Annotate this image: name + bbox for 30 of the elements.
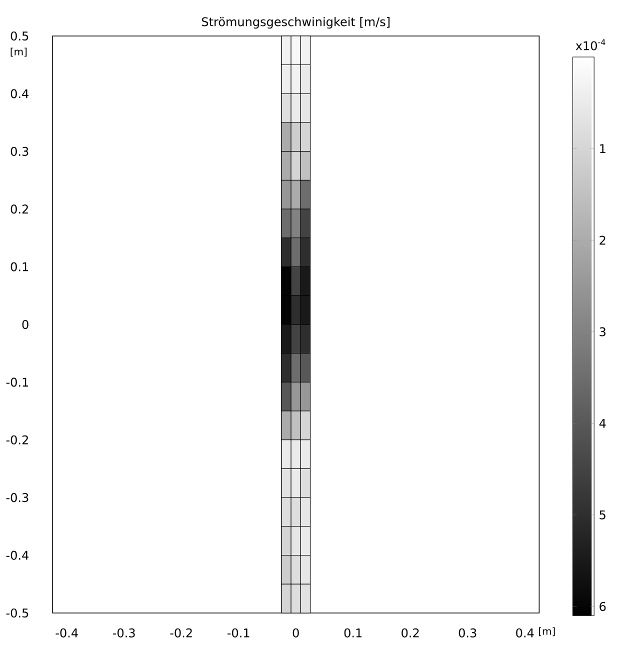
y-tick-label: -0.1	[6, 378, 28, 387]
x-tick-label: 0.1	[344, 628, 362, 638]
y-tick-label: 0.1	[10, 262, 28, 272]
y-tick-label: 0.2	[10, 204, 28, 214]
x-tick-label: 0.4	[516, 628, 534, 638]
y-tick-label: 0.3	[10, 146, 28, 156]
y-tick-label: -0.4	[6, 550, 28, 560]
x-tick-label: 0.3	[458, 628, 476, 638]
y-tick-label: 0	[22, 320, 28, 330]
color-bar-label: 2	[600, 236, 606, 245]
y-tick-label: -0.3	[6, 493, 28, 502]
color-bar-label: 5	[600, 510, 606, 520]
x-tick-label: 0	[292, 628, 299, 638]
x-tick-label: -0.2	[170, 628, 192, 638]
text: [m]	[10, 48, 27, 57]
y-tick-label: -0.5	[6, 608, 28, 618]
x-tick-label: 0.2	[402, 628, 419, 638]
y-tick-label: 0.4	[10, 89, 28, 98]
text: [m]	[538, 627, 555, 636]
chart-title: Strömungsgeschwinigkeit [m/s]	[202, 17, 390, 29]
y-tick-label: 0.5	[10, 31, 28, 41]
x-tick-label: -0.3	[112, 628, 135, 638]
color-bar-label: 3	[600, 327, 606, 336]
color-bar-label: 4	[599, 418, 606, 428]
x-tick-label: -0.1	[227, 628, 250, 638]
y-tick-label: -0.2	[6, 435, 28, 444]
color-bar-title: x10$^{-4}$	[576, 39, 606, 50]
x-tick-label: -0.4	[56, 628, 78, 638]
color-bar-label: 6	[600, 602, 606, 612]
color-bar-label: 1	[600, 144, 606, 153]
